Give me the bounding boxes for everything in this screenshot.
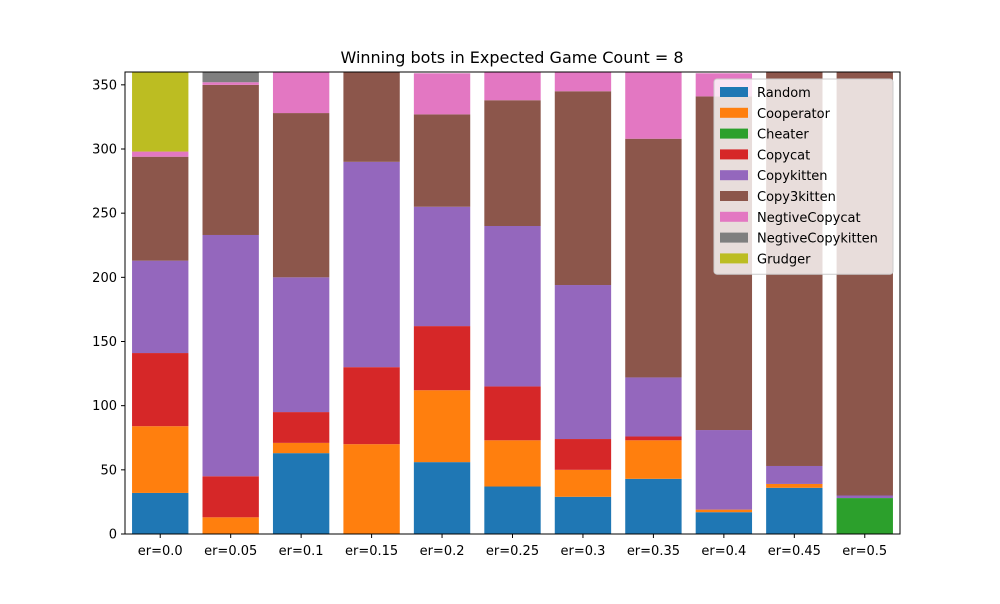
x-tick-label: er=0.45 (768, 544, 821, 559)
bar-segment-random-6 (554, 496, 612, 534)
bar-segment-negtivecopykitten-1 (202, 72, 259, 83)
bar-segment-negtivecopycat-6 (554, 72, 612, 92)
bar-segment-cooperator-3 (343, 444, 400, 534)
bar-segment-cooperator-9 (766, 483, 823, 488)
bar-segment-copy3kitten-4 (413, 114, 471, 207)
y-tick-label: 150 (92, 335, 117, 350)
legend-label-cheater: Cheater (757, 128, 809, 143)
bar-segment-grudger-0 (132, 72, 189, 152)
y-tick-label: 0 (109, 528, 117, 543)
bar-segment-copykitten-2 (272, 277, 330, 413)
bar-segment-copycat-5 (484, 386, 541, 441)
bar-segment-copykitten-8 (695, 430, 753, 510)
bar-segment-copykitten-6 (554, 285, 612, 440)
bar-segment-copy3kitten-2 (272, 113, 330, 278)
legend-swatch-grudger (720, 253, 748, 264)
bar-segment-random-7 (625, 478, 682, 534)
bar-segment-negtivecopycat-1 (202, 82, 259, 85)
y-tick-label: 250 (92, 207, 117, 222)
legend-label-negtivecopykitten: NegtiveCopykitten (757, 232, 878, 247)
legend-label-copy3kitten: Copy3kitten (757, 190, 836, 205)
bar-segment-cooperator-1 (202, 517, 259, 534)
bar-segment-copykitten-1 (202, 234, 259, 477)
x-tick-label: er=0.35 (627, 544, 680, 559)
x-tick-label: er=0.5 (842, 544, 887, 559)
bar-segment-negtivecopycat-5 (484, 72, 541, 101)
bar-segment-copycat-1 (202, 476, 259, 518)
bar-segment-copykitten-10 (836, 495, 893, 499)
bar-segment-copy3kitten-3 (343, 72, 400, 162)
bar-segment-copykitten-0 (132, 260, 189, 354)
y-tick-label: 200 (92, 271, 117, 286)
bar-segment-random-8 (695, 512, 753, 534)
bar-segment-cooperator-6 (554, 469, 612, 497)
legend: Random Cooperator Cheater Copycat Copykitten… (713, 78, 894, 275)
chart-title: Winning bots in Expected Game Count = 8 (340, 48, 683, 67)
axes-layer: 0 50 100 150 200 250 300 350 er=0.0 er=0.05 er=0.1… (92, 71, 901, 559)
bar-segment-copycat-6 (554, 439, 612, 470)
legend-label-negtivecopycat: NegtiveCopycat (757, 211, 861, 226)
y-tick-label: 50 (100, 463, 117, 478)
bar-segment-copykitten-9 (766, 465, 823, 484)
bar-segment-negtivecopycat-4 (413, 73, 471, 115)
bar-segment-copy3kitten-0 (132, 156, 189, 261)
bar-segment-cooperator-5 (484, 440, 541, 487)
legend-swatch-random (720, 87, 748, 97)
bar-segment-random-2 (272, 453, 330, 534)
legend-label-cooperator: Cooperator (757, 107, 831, 122)
bar-segment-copycat-4 (413, 326, 471, 391)
x-tick-label: er=0.4 (701, 544, 746, 559)
legend-label-grudger: Grudger (757, 252, 811, 267)
legend-label-copycat: Copycat (757, 148, 810, 163)
legend-swatch-copy3kitten (720, 191, 748, 201)
x-tick-label: er=0.3 (560, 544, 605, 559)
legend-swatch-copycat (720, 149, 748, 160)
x-tick-label: er=0.15 (345, 544, 398, 559)
bar-segment-copykitten-3 (343, 161, 400, 368)
bar-segment-copy3kitten-7 (625, 138, 682, 378)
legend-box (713, 78, 894, 275)
bar-segment-copykitten-5 (484, 226, 541, 387)
bar-segment-cooperator-7 (625, 440, 682, 479)
y-tick-label: 300 (92, 143, 117, 158)
bar-segment-negtivecopycat-7 (625, 72, 682, 139)
bar-segment-copycat-3 (343, 367, 400, 445)
x-tick-label: er=0.0 (138, 544, 183, 559)
x-tick-label: er=0.05 (204, 544, 257, 559)
bar-segment-copykitten-7 (625, 377, 682, 437)
bar-segment-cooperator-0 (132, 426, 189, 493)
x-tick-label: er=0.1 (279, 544, 324, 559)
bar-segment-copycat-7 (625, 436, 682, 441)
x-tick-label: er=0.2 (420, 544, 465, 559)
bar-segment-negtivecopycat-0 (132, 151, 189, 157)
bar-segment-random-5 (484, 486, 541, 534)
bar-segment-copycat-2 (272, 412, 330, 443)
bar-segment-copy3kitten-1 (202, 84, 259, 235)
bar-segment-copy3kitten-6 (554, 91, 612, 286)
legend-label-copykitten: Copykitten (757, 169, 828, 184)
bar-segment-random-9 (766, 487, 823, 534)
bar-segment-copycat-0 (132, 353, 189, 427)
x-tick-label: er=0.25 (486, 544, 539, 559)
bar-segment-copykitten-4 (413, 206, 471, 327)
y-tick-label: 100 (92, 399, 117, 414)
legend-label-random: Random (757, 86, 811, 101)
bar-segment-copy3kitten-5 (484, 100, 541, 226)
bar-segment-random-0 (132, 492, 189, 534)
legend-swatch-cheater (720, 128, 748, 139)
bar-segment-cheater-10 (836, 498, 893, 534)
legend-swatch-negtivecopycat (720, 211, 748, 222)
y-tick-label: 350 (92, 78, 117, 93)
bar-segment-negtivecopycat-2 (272, 72, 330, 114)
legend-swatch-cooperator (720, 107, 748, 118)
bar-segment-cooperator-2 (272, 442, 330, 454)
legend-swatch-copykitten (720, 170, 748, 181)
bar-segment-cooperator-8 (695, 509, 753, 513)
bar-segment-random-4 (413, 462, 471, 534)
bar-segment-cooperator-4 (413, 390, 471, 463)
legend-swatch-negtivecopykitten (720, 232, 748, 243)
